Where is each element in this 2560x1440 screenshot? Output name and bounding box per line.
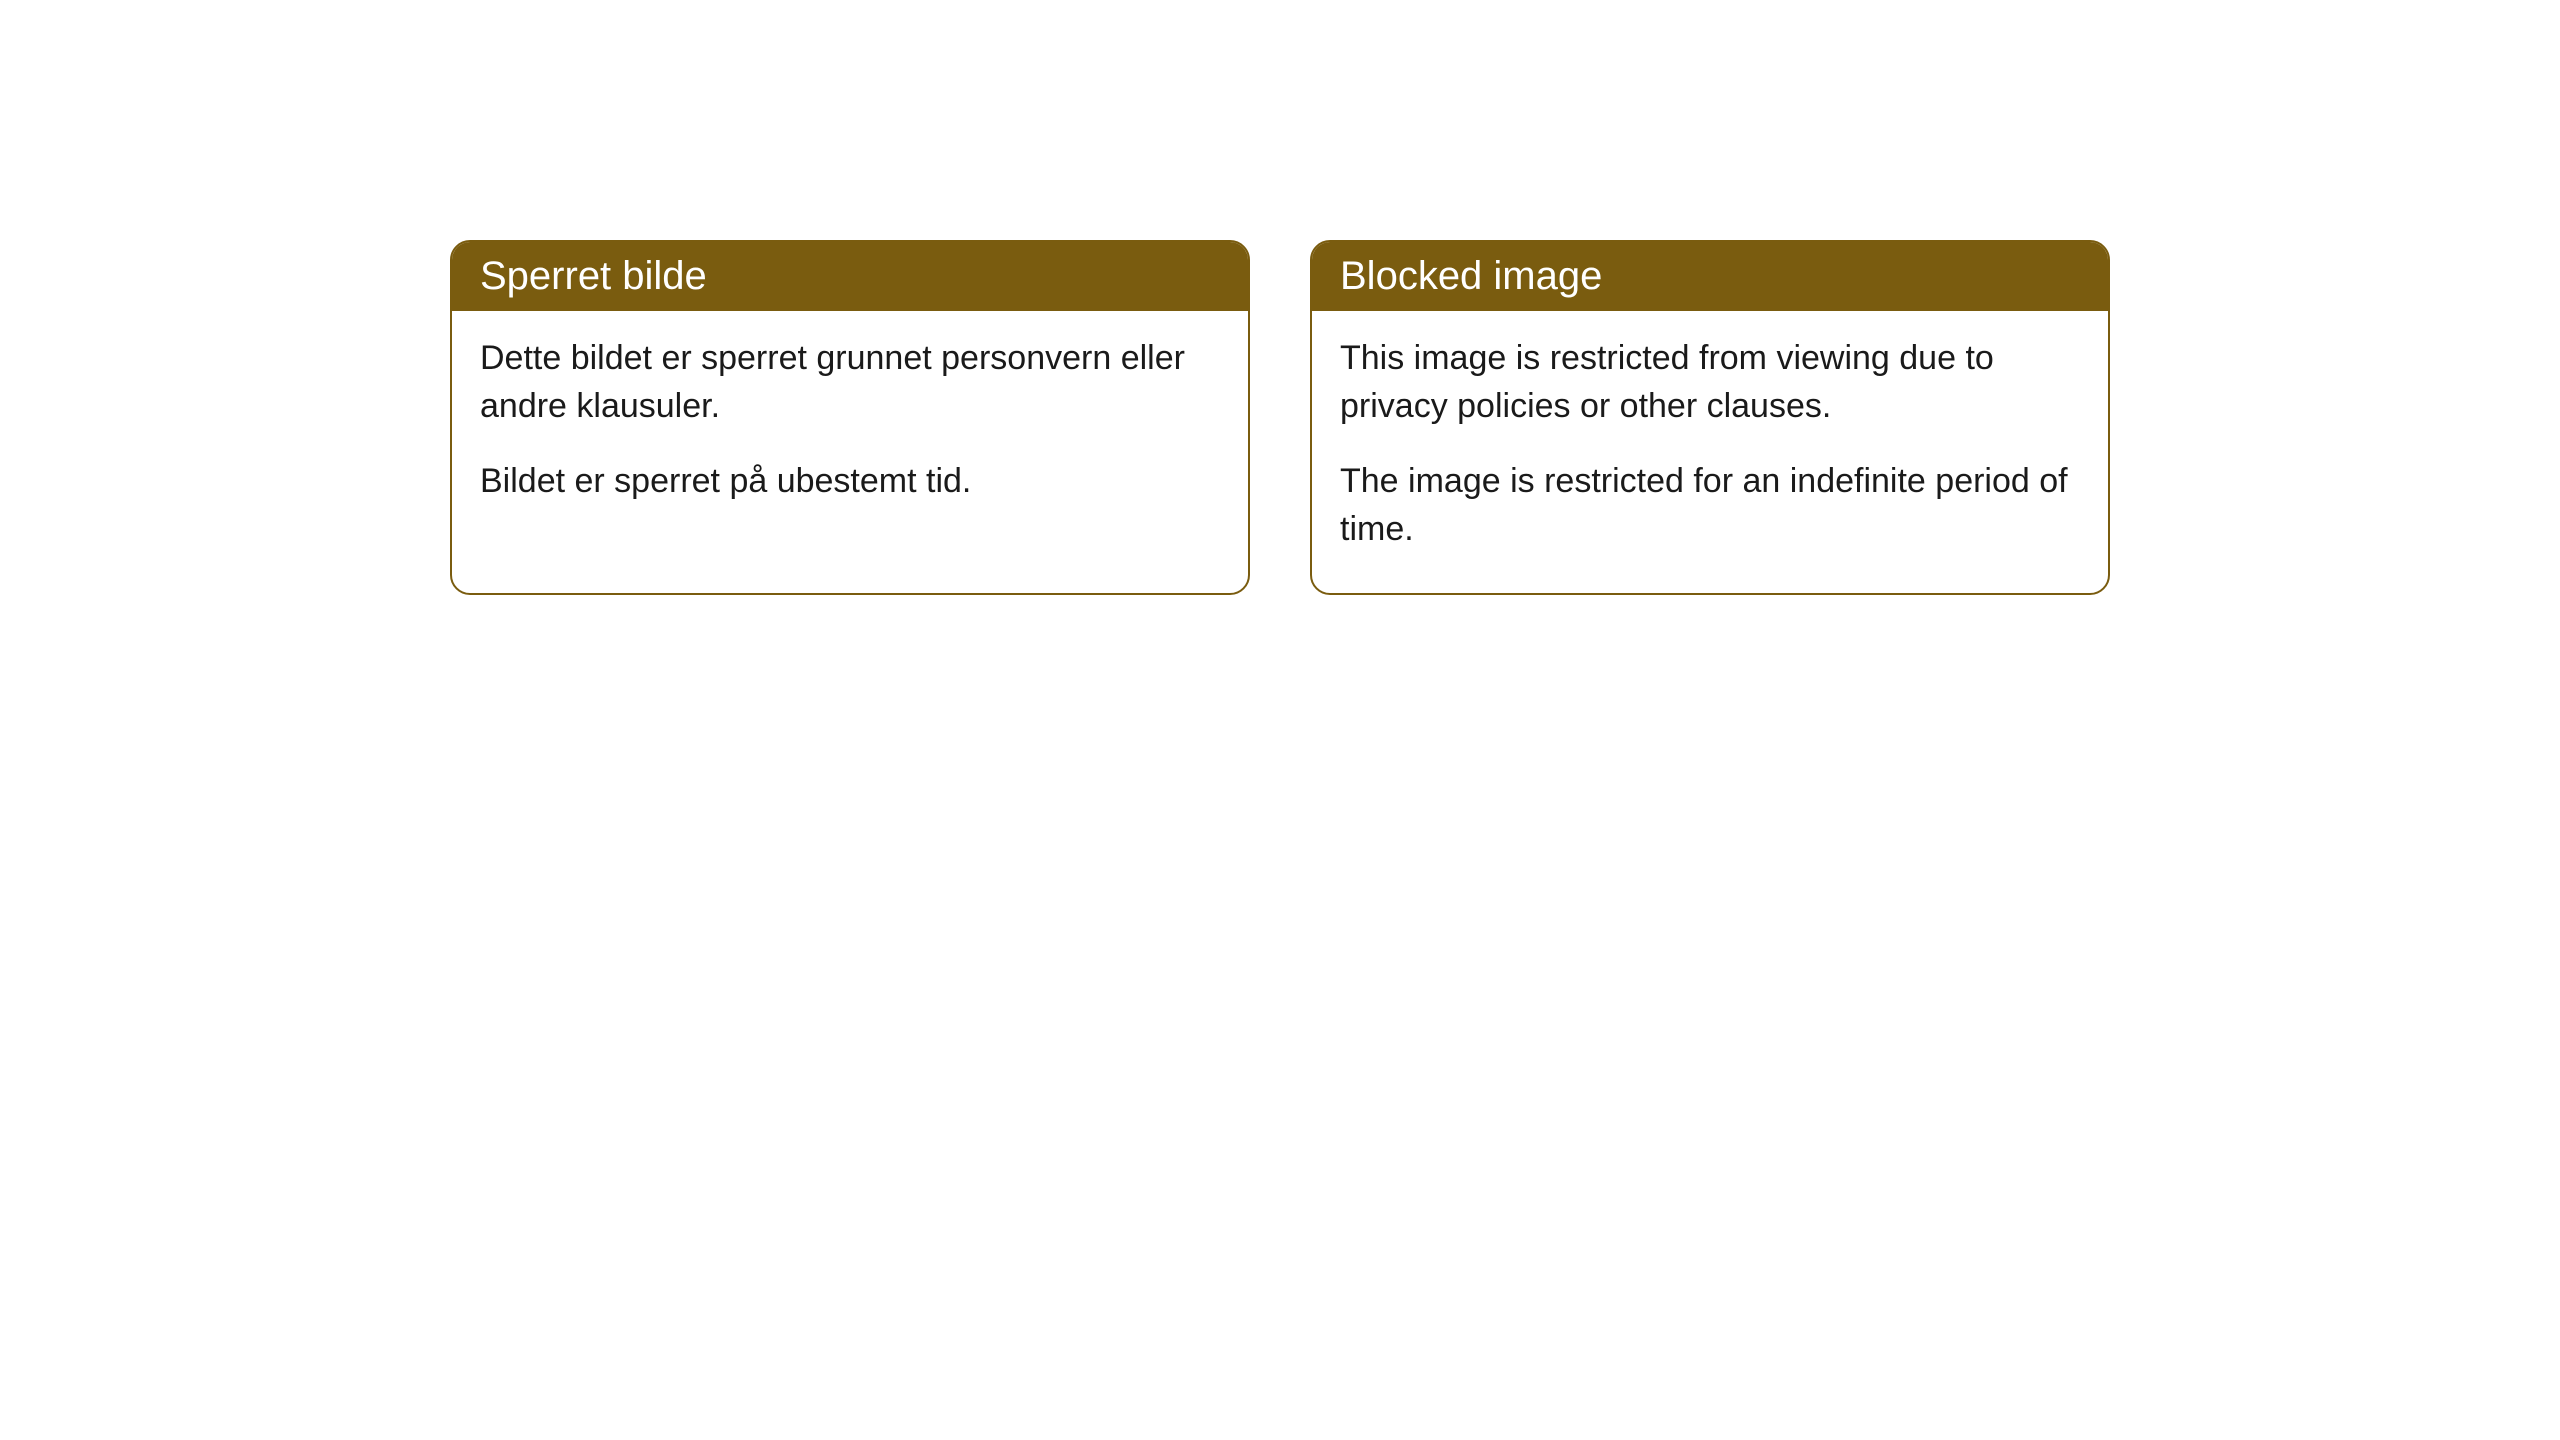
blocked-image-card-norwegian: Sperret bilde Dette bildet er sperret gr… xyxy=(450,240,1250,595)
card-body-english: This image is restricted from viewing du… xyxy=(1312,311,2108,593)
card-text-en-1: This image is restricted from viewing du… xyxy=(1340,335,2080,430)
cards-container: Sperret bilde Dette bildet er sperret gr… xyxy=(450,240,2110,595)
blocked-image-card-english: Blocked image This image is restricted f… xyxy=(1310,240,2110,595)
card-body-norwegian: Dette bildet er sperret grunnet personve… xyxy=(452,311,1248,546)
card-text-en-2: The image is restricted for an indefinit… xyxy=(1340,458,2080,553)
card-header-norwegian: Sperret bilde xyxy=(452,242,1248,311)
card-header-english: Blocked image xyxy=(1312,242,2108,311)
card-text-no-2: Bildet er sperret på ubestemt tid. xyxy=(480,458,1220,506)
card-text-no-1: Dette bildet er sperret grunnet personve… xyxy=(480,335,1220,430)
